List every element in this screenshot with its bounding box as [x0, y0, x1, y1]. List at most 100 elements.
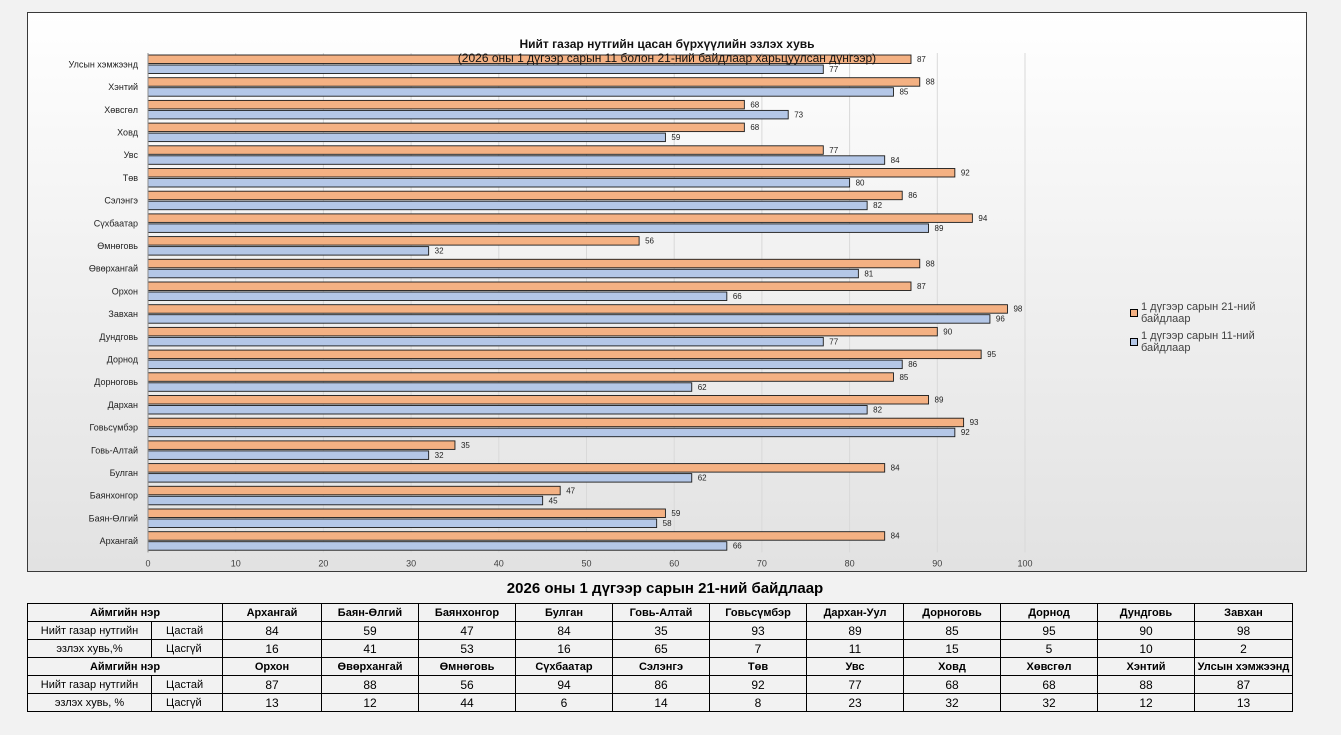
table-body: Аймгийн нэр Архангай Баян-Өлгий Баянхонгор Б… — [27, 603, 1293, 712]
province-name-cell: Дархан-Уул — [806, 603, 904, 622]
category-label: Говьсүмбэр — [90, 423, 139, 433]
bar-jan21 — [147, 213, 973, 223]
nosnow-value-cell: 10 — [1097, 639, 1195, 658]
x-tick-label: 90 — [932, 558, 942, 568]
snow-value-cell: 87 — [1194, 675, 1293, 694]
nosnow-value-cell: 7 — [709, 639, 807, 658]
chart-subtitle: (2026 оны 1 дүгээр сарын 11 болон 21-ний… — [457, 51, 877, 65]
province-name-cell: Ховд — [903, 657, 1001, 676]
row-label-line1: Нийт газар нутгийн — [27, 675, 152, 694]
data-label: 59 — [671, 509, 680, 518]
category-label: Баян-Өлгий — [89, 513, 138, 523]
data-label: 66 — [733, 542, 742, 551]
snow-value-cell: 98 — [1194, 621, 1293, 640]
x-tick-label: 50 — [581, 558, 591, 568]
bar-jan11 — [147, 178, 851, 188]
province-name-cell: Өмнөговь — [418, 657, 516, 676]
header-province-label: Аймгийн нэр — [27, 603, 223, 622]
data-label: 32 — [435, 247, 444, 256]
category-label: Дорноговь — [94, 377, 138, 387]
province-name-cell: Увс — [806, 657, 904, 676]
snow-value-cell: 85 — [903, 621, 1001, 640]
bar-jan11 — [147, 64, 824, 74]
province-name-cell: Сэлэнгэ — [612, 657, 710, 676]
legend-item-jan21: 1 дүгээр сарын 21-ний байдлаар — [1130, 301, 1306, 325]
snow-value-cell: 84 — [222, 621, 322, 640]
x-tick-label: 20 — [318, 558, 328, 568]
x-tick-label: 0 — [145, 558, 150, 568]
category-label: Хөвсгөл — [104, 105, 138, 115]
data-label: 95 — [987, 350, 996, 359]
legend-swatch-jan21 — [1130, 309, 1138, 317]
bar-jan21 — [147, 145, 824, 155]
category-label: Сүхбаатар — [94, 218, 138, 228]
nosnow-label: Цасгүй — [151, 693, 223, 712]
category-label: Архангай — [100, 536, 138, 546]
row-label-line1: Нийт газар нутгийн — [27, 621, 152, 640]
data-label: 98 — [1013, 305, 1022, 314]
category-label: Сэлэнгэ — [104, 196, 138, 206]
data-label: 35 — [461, 441, 470, 450]
snow-value-cell: 88 — [1097, 675, 1195, 694]
bar-jan21 — [147, 463, 886, 473]
category-label: Завхан — [108, 309, 138, 319]
nosnow-value-cell: 12 — [321, 693, 419, 712]
data-label: 84 — [891, 532, 900, 541]
data-label: 73 — [794, 110, 803, 119]
legend-swatch-jan11 — [1130, 338, 1138, 346]
category-label: Өмнөговь — [97, 241, 138, 251]
data-label: 82 — [873, 406, 882, 415]
x-tick-label: 70 — [757, 558, 767, 568]
province-name-cell: Говьсүмбэр — [709, 603, 807, 622]
nosnow-value-cell: 14 — [612, 693, 710, 712]
nosnow-value-cell: 53 — [418, 639, 516, 658]
snow-value-cell: 87 — [222, 675, 322, 694]
bar-jan21 — [147, 281, 912, 291]
province-name-cell: Хэнтий — [1097, 657, 1195, 676]
snow-value-cell: 93 — [709, 621, 807, 640]
data-label: 86 — [908, 360, 917, 369]
bar-jan21 — [147, 349, 982, 360]
province-name-cell: Булган — [515, 603, 613, 622]
data-label: 62 — [698, 474, 707, 483]
data-label: 88 — [926, 259, 935, 268]
category-label: Дорнод — [107, 354, 139, 364]
table-snow-row: Нийт газар нутгийн Цастай 84 59 47 84 35 93 89 85… — [27, 621, 1293, 640]
data-label: 45 — [549, 496, 558, 505]
snow-value-cell: 84 — [515, 621, 613, 640]
province-name-cell: Сүхбаатар — [515, 657, 613, 676]
data-label: 86 — [908, 191, 917, 200]
data-label: 77 — [829, 65, 838, 74]
snow-value-cell: 86 — [612, 675, 710, 694]
data-label: 85 — [899, 373, 908, 382]
category-label: Хэнтий — [108, 82, 138, 92]
data-label: 89 — [935, 396, 944, 405]
snow-value-cell: 56 — [418, 675, 516, 694]
category-label: Дундговь — [99, 332, 138, 342]
data-table: Аймгийн нэр Архангай Баян-Өлгий Баянхонгор Б… — [27, 603, 1293, 712]
bar-jan21 — [147, 122, 745, 133]
data-label: 80 — [856, 179, 865, 188]
nosnow-value-cell: 6 — [515, 693, 613, 712]
nosnow-value-cell: 13 — [222, 693, 322, 712]
data-label: 93 — [970, 418, 979, 427]
data-label: 96 — [996, 315, 1005, 324]
bar-jan21 — [147, 372, 894, 382]
nosnow-value-cell: 12 — [1097, 693, 1195, 712]
data-label: 92 — [961, 428, 970, 437]
bar-jan21 — [147, 508, 666, 518]
snow-value-cell: 89 — [806, 621, 904, 640]
nosnow-value-cell: 2 — [1194, 639, 1293, 658]
table-title: 2026 оны 1 дүгээр сарын 21-ний байдлаар — [506, 580, 824, 597]
data-label: 47 — [566, 486, 575, 495]
bar-jan21 — [147, 99, 745, 110]
bar-jan11 — [147, 132, 666, 143]
data-label: 82 — [873, 201, 882, 210]
province-name-cell: Говь-Алтай — [612, 603, 710, 622]
data-label: 84 — [891, 464, 900, 473]
nosnow-value-cell: 15 — [903, 639, 1001, 658]
data-label: 66 — [733, 292, 742, 301]
snow-value-cell: 94 — [515, 675, 613, 694]
bar-jan11 — [147, 427, 956, 438]
data-label: 92 — [961, 169, 970, 178]
